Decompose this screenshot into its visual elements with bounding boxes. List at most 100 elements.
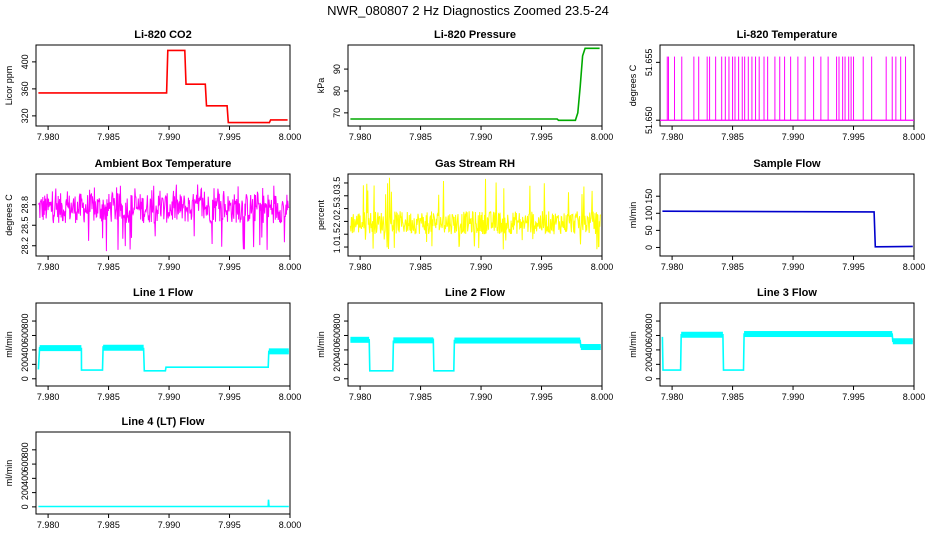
y-tick-label: 28.5: [20, 216, 30, 234]
x-tick-label: 7.980: [661, 132, 684, 142]
y-axis-label: ml/min: [628, 202, 638, 229]
chart-panel: Line 4 (LT) Flow 7.980 7.985 7.990 7.995 8.00…: [4, 416, 301, 530]
x-tick-label: 7.995: [530, 132, 553, 142]
x-tick-label: 7.995: [842, 392, 865, 402]
x-tick-label: 7.985: [409, 392, 432, 402]
panel-title: Li-820 Pressure: [434, 29, 516, 41]
y-tick-label: 50: [644, 225, 654, 235]
y-tick-label: 400: [20, 471, 30, 486]
x-tick-label: 7.990: [782, 132, 805, 142]
x-tick-label: 7.980: [37, 262, 60, 272]
x-tick-label: 7.990: [158, 392, 181, 402]
y-tick-label: 400: [20, 54, 30, 69]
panel-title: Line 1 Flow: [133, 287, 193, 299]
y-tick-label: 0: [20, 376, 30, 381]
series-band: [892, 338, 913, 345]
chart-panel: Sample Flow 7.980 7.985 7.990 7.995 8.000 0 50 1…: [628, 158, 925, 272]
x-tick-label: 7.985: [97, 520, 120, 530]
x-tick-label: 8.000: [591, 262, 614, 272]
x-tick-label: 7.990: [158, 262, 181, 272]
plot-frame: [347, 44, 603, 127]
x-tick-label: 8.000: [591, 132, 614, 142]
y-axis-label: Licor ppm: [4, 66, 14, 106]
y-tick-label: 600: [20, 457, 30, 472]
series-band: [454, 337, 581, 344]
x-tick-label: 7.980: [349, 392, 372, 402]
chart-panel: Li-820 CO2 7.980 7.985 7.990 7.995 8.000 320 36…: [4, 29, 301, 142]
x-tick-label: 7.995: [842, 132, 865, 142]
series-band: [744, 331, 893, 338]
x-tick-label: 7.985: [97, 392, 120, 402]
y-axis-label: percent: [316, 199, 326, 230]
plot-frame: [347, 173, 603, 257]
y-tick-label: 3.0: [332, 190, 342, 203]
x-tick-label: 8.000: [279, 262, 302, 272]
x-tick-label: 7.990: [782, 262, 805, 272]
series-line: [37, 184, 290, 252]
x-tick-label: 8.000: [903, 392, 926, 402]
series-band: [681, 331, 723, 338]
figure-title: NWR_080807 2 Hz Diagnostics Zoomed 23.5-…: [327, 3, 609, 18]
x-tick-label: 8.000: [903, 132, 926, 142]
y-tick-label: 3.5: [332, 177, 342, 190]
y-axis-label: ml/min: [4, 331, 14, 358]
x-tick-label: 7.980: [37, 132, 60, 142]
x-tick-label: 7.995: [530, 392, 553, 402]
x-tick-label: 7.985: [97, 262, 120, 272]
y-tick-label: 800: [644, 314, 654, 329]
data-layer: [37, 344, 289, 372]
plot-frame: [35, 431, 291, 515]
chart-panel: Li-820 Pressure 7.980 7.985 7.990 7.995 8.000…: [316, 29, 613, 142]
series-band: [393, 337, 434, 344]
x-tick-label: 8.000: [591, 392, 614, 402]
series-band: [268, 348, 289, 355]
x-tick-label: 7.995: [530, 262, 553, 272]
data-layer: [37, 184, 290, 252]
x-tick-label: 7.995: [218, 392, 241, 402]
panel-title: Sample Flow: [753, 158, 821, 170]
data-layer: [350, 336, 601, 372]
y-tick-label: 90: [332, 64, 342, 74]
y-axis-label: kPa: [316, 78, 326, 94]
y-tick-label: 2.0: [332, 215, 342, 228]
y-tick-label: 400: [20, 342, 30, 357]
y-axis-label: ml/min: [316, 331, 326, 358]
series-band: [580, 344, 601, 351]
y-tick-label: 28.2: [20, 237, 30, 255]
chart-panel: Line 1 Flow 7.980 7.985 7.990 7.995 8.000 0 200…: [4, 287, 301, 402]
plot-frame: [35, 44, 291, 127]
panel-title: Line 4 (LT) Flow: [122, 416, 205, 428]
data-layer: [350, 47, 600, 122]
plot-frame: [659, 173, 915, 257]
y-tick-label: 28.8: [20, 196, 30, 214]
x-tick-label: 7.980: [661, 262, 684, 272]
y-tick-label: 400: [644, 342, 654, 357]
x-tick-label: 7.980: [661, 392, 684, 402]
x-tick-label: 7.985: [409, 132, 432, 142]
data-layer: [662, 210, 913, 248]
y-tick-label: 200: [20, 357, 30, 372]
y-tick-label: 0: [20, 504, 30, 509]
series-line: [349, 177, 602, 250]
y-tick-label: 0: [644, 376, 654, 381]
y-tick-label: 400: [332, 342, 342, 357]
x-tick-label: 7.995: [218, 262, 241, 272]
y-tick-label: 51.655: [644, 49, 654, 77]
x-tick-label: 7.990: [470, 132, 493, 142]
y-tick-label: 320: [20, 108, 30, 123]
series-line: [38, 499, 289, 508]
x-tick-label: 7.995: [842, 262, 865, 272]
series-band: [39, 345, 82, 352]
panel-title: Li-820 CO2: [134, 29, 191, 41]
chart-panel: Li-820 Temperature 7.980 7.985 7.990 7.995 8.…: [628, 29, 925, 142]
chart-panel: Ambient Box Temperature 7.980 7.985 7.990 7.…: [4, 158, 301, 272]
series-line: [350, 338, 601, 372]
y-axis-label: degrees C: [4, 194, 14, 236]
panel-title: Gas Stream RH: [435, 158, 515, 170]
panel-title: Line 2 Flow: [445, 287, 505, 299]
y-tick-label: 600: [20, 328, 30, 343]
x-tick-label: 7.980: [349, 262, 372, 272]
series-band: [103, 344, 144, 351]
y-tick-label: 70: [332, 108, 342, 118]
y-tick-label: 2.5: [332, 202, 342, 215]
